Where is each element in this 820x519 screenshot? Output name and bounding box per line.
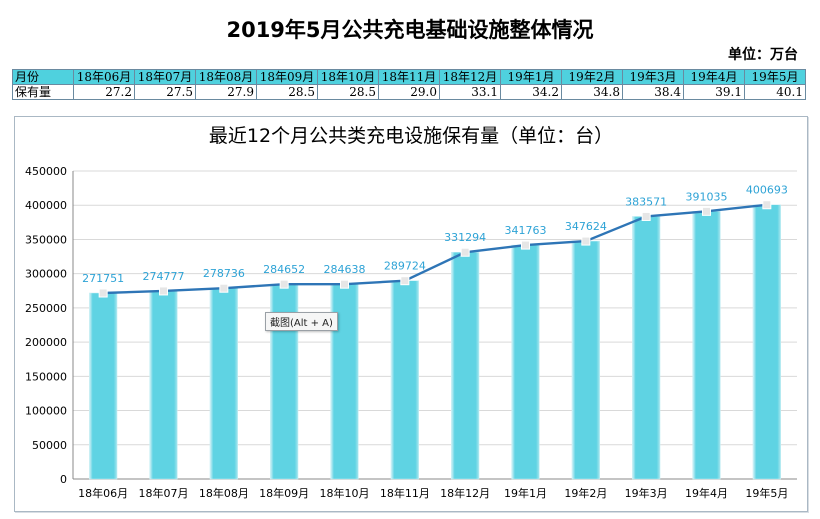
data-label: 274777 (143, 270, 185, 283)
data-label: 391035 (686, 190, 728, 203)
y-tick-label: 400000 (25, 199, 67, 212)
summary-table: 月份 18年06月 18年07月 18年08月 18年09月 18年10月 18年11月 1… (12, 69, 806, 100)
bar-line-chart: 0 50000 100000 150000 200000 250000 300000 3500… (25, 165, 797, 500)
table-month-cell: 18年12月 (439, 69, 501, 85)
bar (390, 280, 419, 480)
x-tick-label: 18年11月 (380, 486, 430, 500)
x-tick-label: 19年1月 (504, 486, 547, 500)
table-value-cell: 27.5 (134, 84, 196, 100)
data-label: 284652 (263, 263, 305, 276)
x-tick-label: 18年06月 (78, 486, 128, 500)
bar (209, 287, 238, 480)
table-month-cell: 19年2月 (561, 69, 623, 85)
data-label: 347624 (565, 220, 607, 233)
table-value-cell: 28.5 (317, 84, 379, 100)
table-value-cell: 27.2 (73, 84, 135, 100)
table-value-cell: 34.8 (561, 84, 623, 100)
bar (511, 244, 540, 480)
y-tick-label: 0 (60, 473, 67, 486)
table-month-cell: 18年08月 (195, 69, 257, 85)
table-month-cell: 18年11月 (378, 69, 440, 85)
table-month-cell: 19年3月 (622, 69, 684, 85)
data-point-marker (762, 200, 772, 210)
data-point-marker (460, 247, 470, 257)
bar (692, 211, 721, 480)
table-month-cell: 18年10月 (317, 69, 379, 85)
bar (571, 240, 600, 480)
table-month-cell: 19年1月 (500, 69, 562, 85)
summary-header-row: 月份 18年06月 18年07月 18年08月 18年09月 18年10月 18年11月 1… (12, 69, 806, 85)
table-value-cell: 28.5 (256, 84, 318, 100)
table-month-cell: 18年06月 (73, 69, 135, 85)
chart-title: 最近12个月公共类充电设施保有量（单位：台） (208, 125, 614, 147)
data-label: 289724 (384, 260, 426, 273)
stock-row-label: 保有量 (12, 84, 74, 100)
x-tick-label: 19年5月 (745, 486, 788, 500)
table-month-cell: 19年5月 (744, 69, 806, 85)
data-point-marker (340, 279, 349, 289)
table-value-cell: 34.2 (500, 84, 562, 100)
unit-label: 单位：万台 (728, 47, 798, 63)
table-month-cell: 18年09月 (256, 69, 318, 85)
data-point-marker (279, 279, 289, 289)
x-tick-label: 18年09月 (259, 486, 309, 500)
bar (632, 216, 661, 480)
series-line (103, 203, 767, 295)
screenshot-tooltip: 截图(Alt + A) (265, 312, 338, 331)
data-label: 271751 (82, 272, 124, 285)
y-tick-label: 200000 (25, 336, 67, 349)
x-tick-label: 19年2月 (564, 486, 607, 500)
data-label: 278736 (203, 267, 245, 280)
page-title: 2019年5月公共充电基础设施整体情况 (226, 18, 594, 42)
data-point-marker (521, 240, 530, 250)
x-tick-label: 19年4月 (685, 486, 728, 500)
table-value-cell: 38.4 (622, 84, 684, 100)
data-label: 331294 (444, 231, 486, 244)
table-value-cell: 27.9 (195, 84, 257, 100)
data-point-marker (581, 236, 591, 246)
table-value-cell: 33.1 (439, 84, 501, 100)
y-tick-label: 50000 (32, 439, 67, 452)
bar (89, 292, 118, 480)
bar (451, 251, 480, 480)
table-value-cell: 29.0 (378, 84, 440, 100)
bar (149, 290, 178, 480)
month-row-label: 月份 (12, 69, 74, 85)
data-label: 341763 (505, 224, 547, 237)
data-point-marker (219, 283, 229, 293)
bar (752, 204, 781, 480)
data-point-marker (400, 276, 410, 286)
table-value-cell: 40.1 (744, 84, 806, 100)
x-tick-label: 18年08月 (199, 486, 249, 500)
data-label: 400693 (746, 184, 788, 197)
y-tick-label: 450000 (25, 165, 67, 178)
y-tick-label: 250000 (25, 302, 67, 315)
summary-value-row: 保有量 27.2 27.5 27.9 28.5 28.5 29.0 33.1 34.2 34.8… (12, 84, 806, 100)
y-tick-label: 300000 (25, 268, 67, 281)
table-value-cell: 39.1 (683, 84, 745, 100)
data-point-marker (98, 288, 108, 298)
y-tick-label: 150000 (25, 370, 67, 383)
y-tick-label: 350000 (25, 233, 67, 246)
data-point-marker (159, 286, 168, 296)
data-point-marker (702, 206, 711, 216)
table-month-cell: 19年4月 (683, 69, 745, 85)
y-tick-label: 100000 (25, 405, 67, 418)
data-label: 284638 (324, 263, 366, 276)
table-month-cell: 18年07月 (134, 69, 196, 85)
data-label: 383571 (625, 195, 667, 208)
x-tick-label: 18年07月 (139, 486, 189, 500)
x-tick-label: 18年12月 (440, 486, 490, 500)
chart-panel: 最近12个月公共类充电设施保有量（单位：台） 0 50000 100000 15000… (14, 116, 808, 512)
x-tick-label: 19年3月 (625, 486, 668, 500)
x-tick-label: 18年10月 (320, 486, 370, 500)
data-point-marker (641, 211, 651, 221)
